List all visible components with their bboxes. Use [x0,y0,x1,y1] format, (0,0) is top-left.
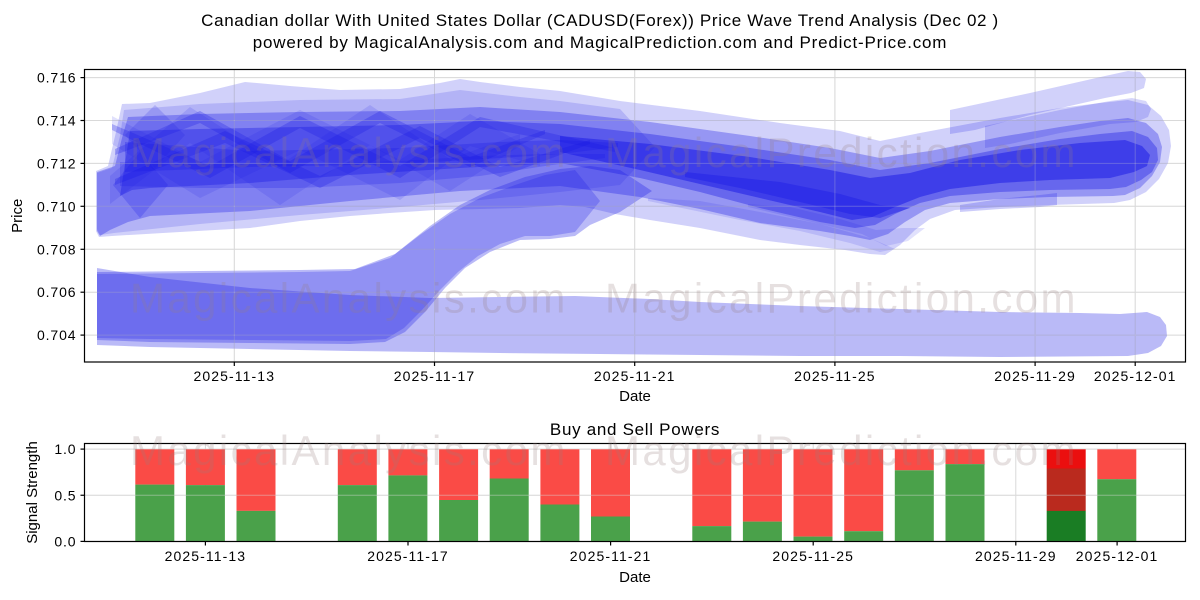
svg-text:0.712: 0.712 [37,155,77,171]
svg-text:0.710: 0.710 [37,198,77,214]
svg-text:0.714: 0.714 [37,113,77,129]
svg-text:2025-11-29: 2025-11-29 [975,548,1057,564]
svg-text:2025-12-01: 2025-12-01 [1076,548,1159,564]
svg-text:0.716: 0.716 [37,70,77,86]
svg-text:MagicalAnalysis.com: MagicalAnalysis.com [130,129,568,176]
svg-text:Date: Date [619,569,651,586]
svg-text:Price: Price [9,199,26,233]
svg-text:Buy and Sell Powers: Buy and Sell Powers [550,420,720,439]
svg-text:2025-11-13: 2025-11-13 [194,368,276,384]
svg-text:MagicalAnalysis.com: MagicalAnalysis.com [130,427,568,474]
svg-text:0.704: 0.704 [37,327,77,343]
svg-text:0.708: 0.708 [37,241,77,257]
svg-text:0.706: 0.706 [37,284,77,300]
svg-text:1.0: 1.0 [54,441,76,457]
svg-text:0.0: 0.0 [54,533,76,549]
svg-text:2025-11-29: 2025-11-29 [994,368,1076,384]
svg-text:2025-11-21: 2025-11-21 [570,548,652,564]
svg-text:powered by MagicalAnalysis.com: powered by MagicalAnalysis.com and Magic… [253,33,948,52]
svg-text:2025-12-01: 2025-12-01 [1094,368,1177,384]
svg-text:Signal Strength: Signal Strength [24,441,41,544]
svg-text:Canadian dollar With United St: Canadian dollar With United States Dolla… [201,11,999,30]
svg-text:2025-11-25: 2025-11-25 [794,368,876,384]
svg-text:2025-11-17: 2025-11-17 [367,548,449,564]
svg-text:2025-11-21: 2025-11-21 [594,368,676,384]
svg-text:MagicalPrediction.com: MagicalPrediction.com [605,129,1078,176]
svg-text:0.5: 0.5 [54,487,76,503]
svg-text:2025-11-17: 2025-11-17 [394,368,476,384]
svg-text:2025-11-13: 2025-11-13 [165,548,247,564]
svg-text:Date: Date [619,388,651,405]
svg-text:2025-11-25: 2025-11-25 [772,548,854,564]
svg-text:MagicalAnalysis.com: MagicalAnalysis.com [130,275,568,322]
svg-text:MagicalPrediction.com: MagicalPrediction.com [605,427,1078,474]
svg-text:MagicalPrediction.com: MagicalPrediction.com [605,275,1078,322]
